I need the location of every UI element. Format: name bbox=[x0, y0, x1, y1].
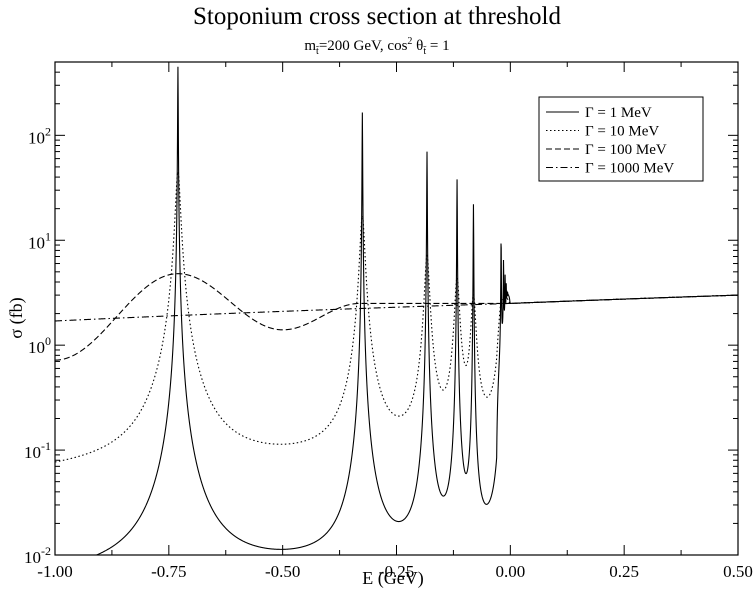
legend-label: Γ = 100 MeV bbox=[585, 142, 667, 158]
x-tick-label: 0.25 bbox=[609, 562, 639, 581]
legend-label: Γ = 1 MeV bbox=[585, 105, 652, 121]
subtitle-exponent: 2 bbox=[407, 36, 413, 47]
subtitle-theta: θ bbox=[412, 38, 424, 54]
x-tick-label: -0.25 bbox=[379, 562, 414, 581]
x-tick-label: -1.00 bbox=[37, 562, 72, 581]
y-tick-label: 10-2 bbox=[24, 544, 51, 567]
subtitle-m-symbol: m bbox=[304, 38, 317, 54]
y-tick-label: 101 bbox=[28, 229, 51, 252]
chart-title: Stoponium cross section at threshold bbox=[192, 3, 562, 30]
y-axis-label: σ (fb) bbox=[6, 297, 27, 338]
y-tick-label: 102 bbox=[28, 124, 51, 147]
subtitle-theta-sub: t̃ bbox=[423, 46, 427, 57]
legend-label: Γ = 1000 MeV bbox=[585, 161, 674, 177]
chart-subtitle: mt̃=200 GeV, cos2 θt̃ = 1 bbox=[0, 33, 754, 61]
y-tick-label: 10-1 bbox=[24, 439, 51, 462]
legend-label: Γ = 10 MeV bbox=[585, 124, 659, 140]
x-axis-label: E (GeV) bbox=[362, 568, 423, 589]
legend: Γ = 1 MeV Γ = 10 MeV Γ = 100 MeV Γ = 1000 M… bbox=[538, 96, 704, 182]
subtitle-m-value: =200 GeV, cos bbox=[318, 38, 408, 54]
subtitle-m-sub: t̃ bbox=[316, 46, 319, 57]
x-tick-label: 0.50 bbox=[723, 562, 753, 581]
series-curves bbox=[54, 66, 739, 556]
series-line bbox=[54, 294, 739, 322]
x-tick-label: 0.00 bbox=[495, 562, 525, 581]
axis-ticks: -1.00 -0.75 -0.50 -0.25 0.00 0.25 0.50 10-2 10-1… bbox=[24, 61, 753, 581]
y-tick-label: 100 bbox=[28, 334, 51, 357]
subtitle-tail: = 1 bbox=[426, 38, 450, 54]
x-tick-label: -0.75 bbox=[151, 562, 186, 581]
x-tick-label: -0.50 bbox=[265, 562, 300, 581]
